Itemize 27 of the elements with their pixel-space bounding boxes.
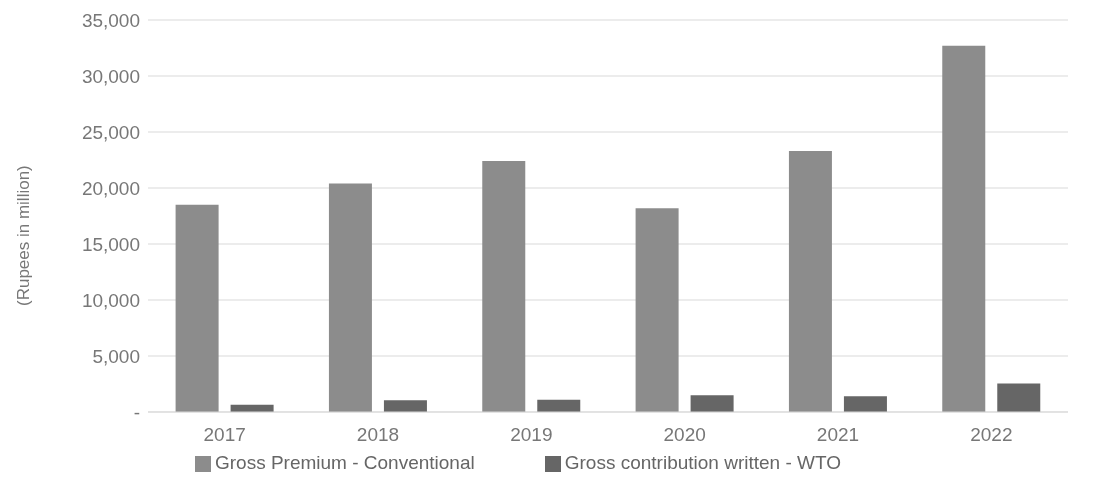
bar (788, 151, 832, 412)
bar (383, 400, 427, 412)
x-tick-label: 2021 (816, 424, 860, 446)
x-tick-label: 2020 (663, 424, 706, 446)
y-tick-label: 15,000 (81, 233, 140, 255)
y-axis-title: (Rupees in million) (14, 165, 34, 306)
bar (175, 204, 219, 412)
bar (328, 183, 372, 412)
x-tick-label: 2019 (510, 424, 553, 446)
y-tick-label: 30,000 (81, 65, 140, 87)
y-tick-label: - (133, 401, 140, 423)
bar (690, 395, 734, 412)
bar (635, 208, 679, 412)
y-tick-label: 35,000 (81, 9, 140, 31)
bar (942, 45, 986, 412)
legend-label: Gross contribution written - WTO (564, 452, 842, 473)
y-tick-label: 20,000 (81, 177, 140, 199)
x-tick-label: 2022 (970, 424, 1013, 446)
y-tick-label: 5,000 (92, 345, 140, 367)
bar (843, 396, 887, 412)
y-tick-label: 10,000 (81, 289, 140, 311)
y-tick-label: 25,000 (81, 121, 140, 143)
bar (482, 161, 526, 412)
legend-label: Gross Premium - Conventional (214, 452, 475, 473)
x-tick-label: 2018 (356, 424, 400, 446)
bar (997, 383, 1041, 412)
x-tick-label: 2017 (203, 424, 246, 446)
